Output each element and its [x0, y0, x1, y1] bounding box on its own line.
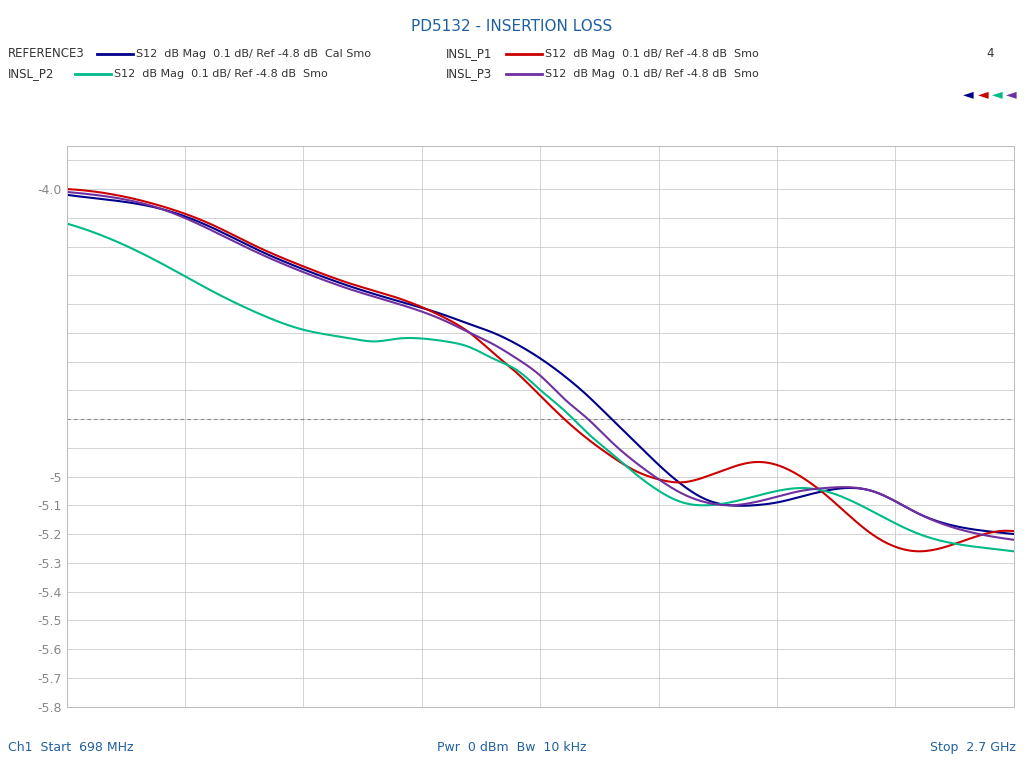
Text: S12  dB Mag  0.1 dB/ Ref -4.8 dB  Smo: S12 dB Mag 0.1 dB/ Ref -4.8 dB Smo — [114, 68, 328, 79]
Text: Stop  2.7 GHz: Stop 2.7 GHz — [930, 741, 1016, 753]
Text: ◄: ◄ — [1007, 87, 1017, 101]
Text: S12  dB Mag  0.1 dB/ Ref -4.8 dB  Smo: S12 dB Mag 0.1 dB/ Ref -4.8 dB Smo — [545, 48, 759, 59]
Text: INSL_P3: INSL_P3 — [445, 68, 492, 80]
Text: PD5132 - INSERTION LOSS: PD5132 - INSERTION LOSS — [412, 19, 612, 35]
Text: REFERENCE3: REFERENCE3 — [8, 48, 85, 60]
Text: ◄: ◄ — [964, 87, 974, 101]
Text: S12  dB Mag  0.1 dB/ Ref -4.8 dB  Smo: S12 dB Mag 0.1 dB/ Ref -4.8 dB Smo — [545, 68, 759, 79]
Text: Pwr  0 dBm  Bw  10 kHz: Pwr 0 dBm Bw 10 kHz — [437, 741, 587, 753]
Text: INSL_P2: INSL_P2 — [8, 68, 54, 80]
Text: ◄: ◄ — [978, 87, 988, 101]
Text: ◄: ◄ — [992, 87, 1002, 101]
Text: 4: 4 — [986, 48, 993, 60]
Text: Ch1  Start  698 MHz: Ch1 Start 698 MHz — [8, 741, 134, 753]
Text: INSL_P1: INSL_P1 — [445, 48, 492, 60]
Text: S12  dB Mag  0.1 dB/ Ref -4.8 dB  Cal Smo: S12 dB Mag 0.1 dB/ Ref -4.8 dB Cal Smo — [136, 48, 371, 59]
